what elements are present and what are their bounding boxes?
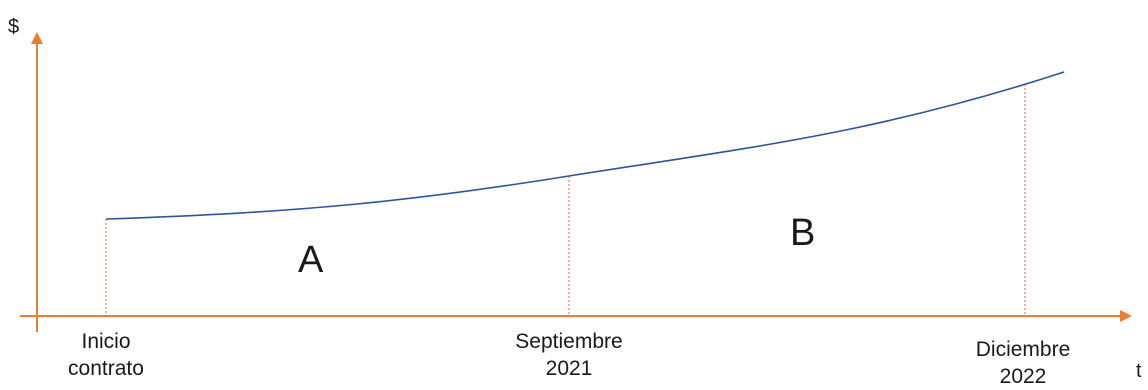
cost-curve bbox=[105, 71, 1065, 220]
tick-label-line: Septiembre bbox=[515, 330, 623, 353]
tick-label-line: 2021 bbox=[545, 357, 593, 380]
tick-label-septiembre: Septiembre 2021 bbox=[484, 328, 654, 382]
tick-label-line: 2022 bbox=[999, 365, 1047, 388]
y-axis-symbol: $ bbox=[8, 16, 20, 38]
tick-label-diciembre: Diciembre 2022 bbox=[938, 336, 1108, 390]
region-a-label: A bbox=[298, 239, 324, 281]
tick-label-line: Inicio bbox=[81, 330, 131, 353]
tick-label-line: Diciembre bbox=[975, 338, 1071, 361]
region-b-label: B bbox=[790, 212, 816, 254]
x-axis-symbol: t bbox=[1136, 360, 1142, 382]
tick-label-inicio: Inicio contrato bbox=[21, 328, 191, 382]
tick-label-line: contrato bbox=[68, 357, 144, 380]
